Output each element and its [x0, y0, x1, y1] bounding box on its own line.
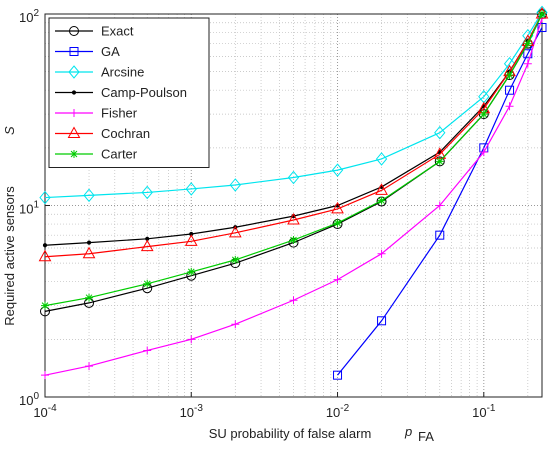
- y-tick-base: 10: [19, 393, 33, 408]
- legend-label: Camp-Poulson: [101, 85, 187, 100]
- y-tick-base: 10: [19, 202, 33, 217]
- x-tick-exponent: -4: [48, 403, 57, 414]
- marker: [231, 255, 240, 264]
- marker: [231, 320, 240, 329]
- x-tick-base: 10: [326, 405, 340, 420]
- x-axis-symbol-sub: FA: [418, 429, 434, 444]
- marker: [38, 249, 52, 262]
- marker: [83, 188, 95, 203]
- marker: [85, 362, 94, 371]
- x-tick-label: 10-2: [326, 403, 350, 420]
- x-tick-label: 10-4: [33, 403, 57, 420]
- legend-label: Arcsine: [101, 65, 144, 80]
- marker: [537, 23, 547, 33]
- marker: [375, 152, 388, 166]
- marker: [333, 275, 342, 284]
- y-tick-exponent: 0: [33, 391, 39, 402]
- marker: [331, 201, 344, 214]
- legend-label: Cochran: [101, 126, 150, 141]
- marker: [42, 243, 48, 248]
- series: [41, 10, 546, 310]
- legend-marker: [70, 109, 78, 117]
- marker: [479, 110, 488, 119]
- marker: [185, 182, 197, 196]
- marker: [523, 39, 532, 48]
- legend-marker: [67, 126, 81, 138]
- x-tick-base: 10: [472, 405, 486, 420]
- x-tick-label: 10-3: [180, 403, 204, 420]
- marker: [41, 301, 49, 310]
- marker: [505, 71, 514, 80]
- x-tick-exponent: -2: [340, 403, 349, 414]
- marker: [289, 296, 298, 305]
- y-tick-label: 102: [19, 8, 39, 25]
- x-tick-base: 10: [33, 405, 47, 420]
- marker: [434, 156, 445, 167]
- legend-label: GA: [101, 44, 120, 59]
- marker: [375, 183, 388, 195]
- x-tick-base: 10: [180, 405, 194, 420]
- series: [41, 14, 546, 380]
- y-axis-label: Required active sensors: [2, 186, 17, 326]
- y-tick-label: 100: [19, 391, 39, 408]
- marker: [287, 212, 300, 225]
- marker: [505, 102, 514, 111]
- series-line: [337, 27, 543, 376]
- marker: [187, 335, 196, 344]
- marker: [85, 293, 94, 302]
- marker: [333, 219, 342, 228]
- y-axis-symbol: S: [2, 126, 17, 135]
- x-axis-label: SU probability of false alarm: [209, 426, 372, 441]
- legend-marker: [70, 150, 78, 158]
- legend-marker: [69, 26, 79, 36]
- y-tick-exponent: 1: [33, 200, 39, 211]
- x-tick-exponent: -3: [194, 403, 203, 414]
- marker: [187, 267, 196, 276]
- marker: [331, 163, 344, 177]
- marker: [435, 157, 444, 166]
- marker: [538, 10, 546, 18]
- marker: [377, 316, 387, 326]
- marker: [86, 240, 92, 245]
- marker: [39, 190, 51, 205]
- legend-label: Fisher: [101, 106, 138, 121]
- marker: [143, 346, 152, 355]
- marker: [523, 59, 532, 68]
- marker: [41, 371, 49, 380]
- legend-label: Carter: [101, 147, 138, 162]
- x-axis-symbol: p: [404, 424, 412, 439]
- legend-label: Exact: [101, 24, 134, 39]
- marker: [184, 234, 198, 246]
- y-tick-base: 10: [19, 10, 33, 25]
- marker: [377, 249, 386, 258]
- marker: [434, 125, 446, 140]
- x-tick-exponent: -1: [487, 403, 496, 414]
- marker: [505, 85, 515, 95]
- marker: [435, 201, 444, 210]
- legend-marker: [69, 47, 79, 56]
- marker: [289, 236, 298, 245]
- y-tick-exponent: 2: [33, 8, 39, 19]
- y-tick-label: 101: [19, 200, 39, 217]
- marker: [435, 230, 445, 240]
- marker: [143, 279, 152, 288]
- x-tick-label: 10-1: [472, 403, 496, 420]
- legend-marker: [68, 65, 80, 79]
- marker: [479, 148, 488, 157]
- plot-frame: [44, 13, 543, 398]
- marker: [333, 370, 343, 380]
- marker: [229, 178, 241, 192]
- marker: [287, 170, 300, 185]
- marker: [523, 49, 533, 59]
- marker: [228, 225, 242, 238]
- series: [333, 23, 547, 380]
- marker: [141, 185, 153, 200]
- marker: [82, 246, 96, 259]
- legend-marker: [71, 90, 77, 95]
- marker: [377, 196, 386, 205]
- series-line: [44, 12, 543, 199]
- marker: [140, 239, 154, 252]
